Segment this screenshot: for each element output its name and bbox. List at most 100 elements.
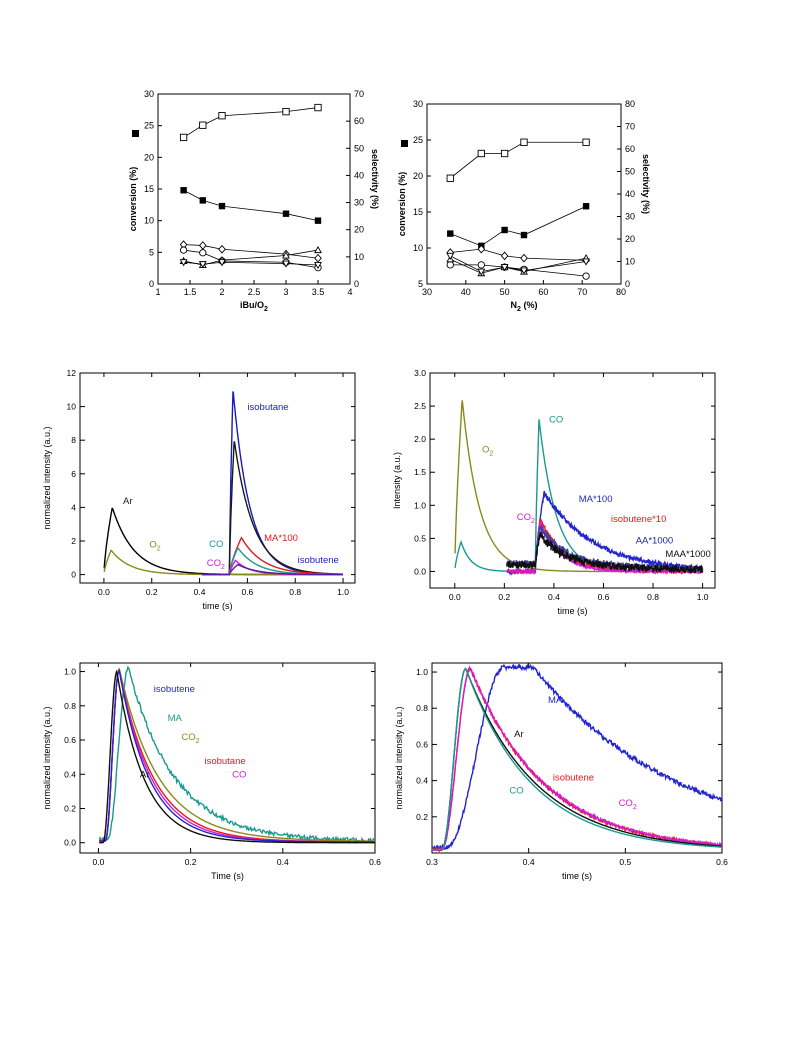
x-tick-label: 2: [219, 287, 224, 297]
y-tick-label: 30: [413, 99, 423, 109]
point-open-square: [199, 121, 207, 129]
y2-axis-label: selectivity (%): [641, 154, 651, 214]
series-line-ar: [99, 669, 375, 844]
x-tick-label: 0.2: [146, 587, 158, 597]
curve-label-sub: 2: [489, 450, 493, 457]
y-tick-label: 2.0: [414, 434, 426, 444]
y-tick-label: 0.2: [416, 812, 428, 822]
series-line-open-down-triangle: [450, 255, 587, 273]
point-filled-square: [582, 203, 590, 210]
chart-pulse-response-intensity: 0.0 0.2 0.4 0.6 0.8 1.0 0.0 0.5 1.0 1.5 2.0 2.5 3.0 t…: [392, 368, 716, 616]
x-tick-label: 1.5: [184, 287, 197, 297]
point-filled-square: [218, 202, 226, 210]
x-tick-label: 0.6: [598, 592, 610, 602]
plot-frame: [429, 372, 716, 589]
x-tick-label: 1.0: [697, 592, 709, 602]
curve-label: isobutene: [298, 555, 339, 566]
curve-label: CO2: [181, 732, 199, 745]
point-open-diamond: [500, 251, 509, 261]
x-tick-label: 4: [347, 287, 352, 297]
x-axis-label-tail: (%): [521, 300, 538, 310]
series-line-co2: [99, 667, 375, 842]
curve-label-sub: 2: [633, 804, 637, 811]
point-open-triangle: [282, 251, 290, 259]
y2-tick-label: 40: [354, 170, 364, 180]
y-tick-label: 0.4: [64, 769, 76, 779]
x-tick-label: 0.0: [93, 857, 105, 867]
point-open-down-triangle: [198, 261, 207, 269]
point-open-square: [582, 138, 590, 146]
x-tick-label: 0.3: [426, 857, 438, 867]
y-tick-label: 5: [418, 279, 423, 289]
y-tick-label: 15: [144, 184, 154, 194]
y-tick-label: 1.0: [414, 500, 426, 510]
point-filled-square: [520, 231, 528, 239]
y-tick-label: 15: [413, 207, 423, 217]
y-tick-label: 2.5: [414, 401, 426, 411]
point-open-diamond: [314, 253, 322, 263]
point-open-circle: [179, 246, 188, 254]
y-tick-label: 10: [67, 402, 77, 412]
y-tick-label: 0.5: [414, 533, 426, 543]
point-open-diamond: [477, 244, 486, 254]
x-tick-label: 2.5: [248, 287, 261, 297]
y-tick-label: 10: [413, 243, 423, 253]
curve-label: isobutane: [247, 402, 288, 413]
point-filled-square: [314, 217, 322, 224]
x-axis-label: time (s): [562, 871, 592, 881]
y2-tick-label: 40: [625, 189, 635, 199]
y-tick-label: 2: [71, 536, 76, 546]
y2-tick-label: 30: [625, 212, 635, 222]
curve-label: Ar: [514, 729, 523, 740]
point-open-circle: [477, 261, 485, 269]
y-tick-label: 6: [71, 469, 76, 479]
y-tick-label: 8: [71, 435, 76, 445]
plot-frame: [79, 372, 356, 584]
point-open-square: [477, 149, 485, 158]
y-axis-label: Intensity (a.u.): [392, 452, 402, 509]
point-open-square: [520, 138, 528, 146]
series-line-open-square: [450, 141, 587, 179]
plot-frame: [79, 662, 376, 854]
x-axis-label-sub: 2: [517, 306, 521, 313]
chart-normalized-ma-pulse: 0.3 0.4 0.5 0.6 0.2 0.4 0.6 0.8 1.0 time (s) norma…: [394, 662, 728, 881]
x-tick-label: 80: [616, 287, 626, 297]
point-open-down-triangle: [477, 268, 486, 276]
curve-label-sub: 2: [157, 546, 161, 553]
curve-label-sub: 2: [196, 738, 200, 745]
y2-tick-label: 50: [354, 143, 364, 153]
y-axis-label: conversion (%): [128, 167, 138, 232]
point-open-square: [314, 103, 322, 112]
point-open-diamond: [218, 244, 226, 254]
y-tick-label: 0.8: [416, 703, 428, 713]
curve-label: O2: [149, 540, 160, 553]
point-open-square: [218, 112, 226, 120]
chart-pulse-response-isobutane: 0.0 0.2 0.4 0.6 0.8 1.0 0 2 4 6 8 10 12 time (s) norma…: [42, 368, 356, 611]
chart-conversion-vs-ibu-o2: 1 1.5 2 2.5 3 3.5 4051015202530010203040506070…: [128, 89, 380, 313]
series-line-filled-square: [450, 205, 587, 247]
point-open-circle: [582, 272, 590, 280]
curve-label: MA: [168, 713, 183, 724]
curve-label: MA*100: [264, 533, 298, 544]
plot-frame: [431, 662, 723, 854]
curve-label: Ar: [123, 496, 133, 507]
y-tick-label: 5: [149, 247, 154, 257]
y-tick-label: 0: [71, 570, 76, 580]
y-tick-label: 0.4: [416, 776, 428, 786]
x-tick-label: 0.4: [548, 592, 560, 602]
y-tick-label: 4: [71, 502, 76, 512]
y2-tick-label: 20: [354, 225, 364, 235]
point-open-diamond: [199, 241, 207, 250]
y-axis-label: conversion (%): [397, 172, 407, 237]
y-tick-label: 0: [149, 279, 154, 289]
x-axis-label: time (s): [203, 601, 233, 611]
x-tick-label: 0.8: [289, 587, 301, 597]
point-open-down-triangle: [218, 259, 226, 267]
y2-tick-label: 20: [625, 234, 635, 244]
curve-label: MA: [548, 695, 563, 706]
y-axis-label: normalized intensity (a.u.): [42, 426, 52, 529]
x-tick-label: 0.4: [523, 857, 535, 867]
x-axis-label: N2 (%): [511, 300, 538, 313]
point-open-square: [179, 133, 188, 142]
series-line-ma: [432, 663, 722, 851]
